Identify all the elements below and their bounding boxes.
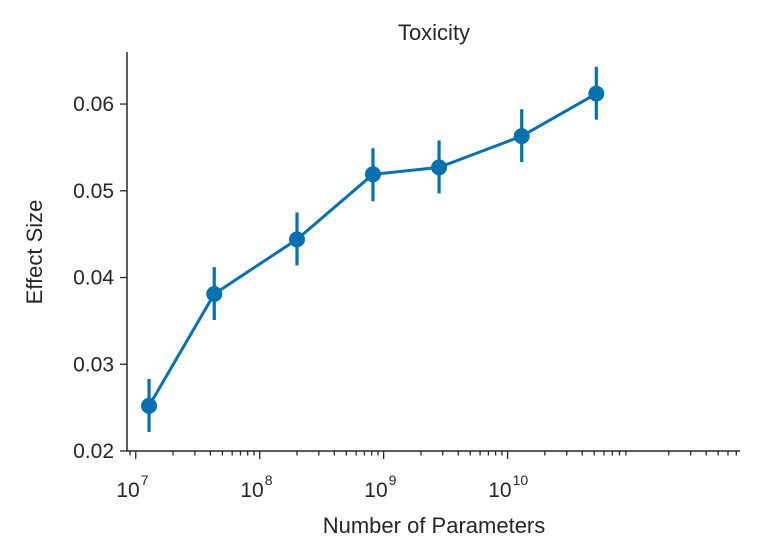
y-axis-label: Effect Size — [22, 200, 47, 305]
series-line — [147, 92, 598, 407]
data-point-5 — [513, 128, 530, 145]
data-point-0 — [141, 397, 158, 414]
y-axis-ticks: 0.02 0.03 0.04 0.05 0.06 — [73, 93, 127, 463]
x-axis-ticks: 10 7 10 8 10 9 10 10 — [116, 451, 737, 502]
x-tick-exponent-1: 8 — [265, 472, 273, 488]
chart-title: Toxicity — [398, 20, 470, 45]
y-tick-label-2: 0.04 — [73, 267, 114, 290]
series-toxicity — [141, 66, 605, 432]
data-point-2 — [289, 231, 306, 248]
y-tick-label-1: 0.03 — [73, 353, 114, 376]
x-tick-label-2: 10 — [364, 479, 387, 502]
x-tick-exponent-0: 7 — [141, 472, 149, 488]
x-tick-exponent-3: 10 — [513, 472, 529, 488]
y-tick-label-4: 0.06 — [73, 93, 114, 116]
data-point-1 — [206, 286, 223, 303]
axes-spines — [126, 52, 740, 452]
x-axis-label: Number of Parameters — [323, 513, 546, 538]
data-point-3 — [364, 166, 381, 183]
x-tick-label-0: 10 — [116, 479, 139, 502]
x-tick-label-1: 10 — [240, 479, 263, 502]
x-tick-label-3: 10 — [488, 479, 511, 502]
data-point-4 — [431, 159, 448, 176]
data-point-6 — [588, 85, 605, 102]
x-tick-exponent-2: 9 — [389, 472, 397, 488]
y-tick-label-0: 0.02 — [73, 440, 114, 463]
y-tick-label-3: 0.05 — [73, 180, 114, 203]
